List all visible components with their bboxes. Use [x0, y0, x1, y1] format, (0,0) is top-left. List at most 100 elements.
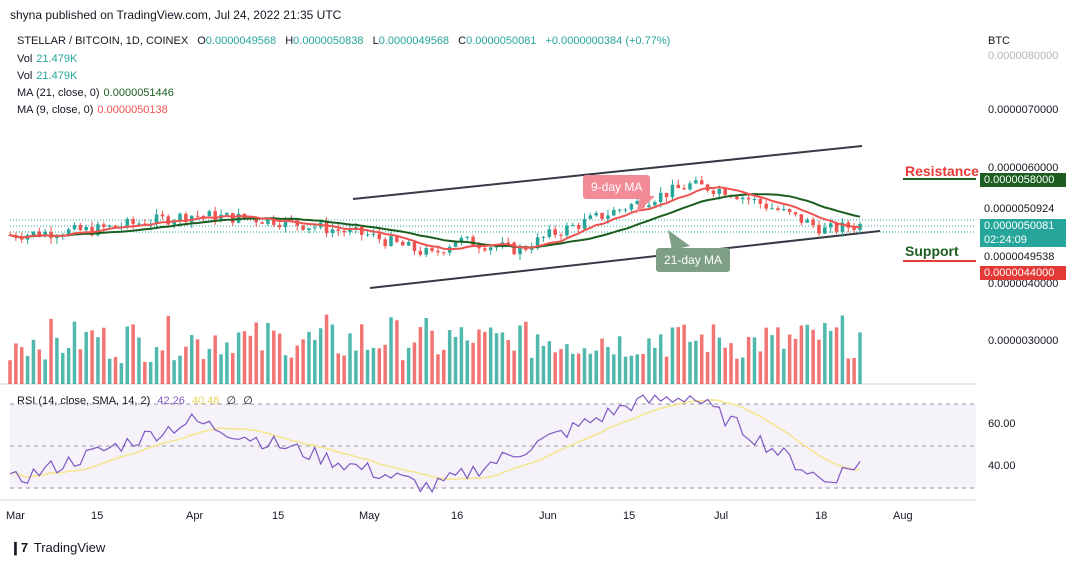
ohlc-legend: STELLAR / BITCOIN, 1D, COINEX O0.0000049…: [17, 35, 670, 47]
candle-body: [647, 205, 651, 208]
volume-bar: [623, 356, 628, 384]
moving-averages: [9, 186, 861, 251]
x-tick-label: Aug: [893, 510, 913, 522]
candle-body: [313, 227, 317, 229]
candles: [8, 175, 862, 261]
candle-body: [776, 208, 780, 211]
vol-value: 21.479K: [36, 53, 78, 65]
candle-body: [488, 247, 493, 251]
candle-body: [254, 218, 258, 223]
volume-bar: [436, 354, 440, 384]
candle-body: [758, 198, 763, 204]
currency-label: BTC: [988, 35, 1010, 47]
candle-body: [694, 180, 698, 184]
candle-body: [201, 215, 206, 217]
volume-bar: [137, 337, 141, 384]
candle-body: [535, 237, 540, 249]
volume-bar: [465, 340, 469, 384]
ma9-legend[interactable]: MA (9, close, 0) 0.0000050138: [17, 104, 168, 116]
close-key: C: [458, 35, 467, 47]
volume-bar: [483, 331, 487, 384]
volume-bar: [371, 347, 376, 384]
volume-bar: [699, 334, 704, 384]
volume-bar: [78, 349, 83, 384]
volume-bar: [477, 329, 481, 384]
volume-bar: [195, 339, 200, 384]
resistance-label: Resistance: [905, 163, 979, 179]
volume-bar: [289, 357, 294, 384]
volume-bar: [37, 349, 42, 384]
x-tick-label: 15: [623, 510, 636, 522]
candle-body: [307, 228, 311, 230]
vol-label: Vol: [17, 53, 33, 65]
rsi-axis-label: 60.00: [988, 418, 1016, 430]
volume-bar: [582, 348, 587, 384]
candle-body: [55, 236, 59, 239]
candle-body: [571, 225, 575, 227]
volume-bar: [770, 335, 774, 384]
candle-body: [852, 227, 856, 230]
candle-body: [383, 239, 387, 247]
volume-bar: [348, 333, 352, 384]
volume-bar: [553, 352, 557, 384]
rsi-sma-line: [9, 399, 861, 481]
candle-body: [582, 218, 587, 229]
candle-body: [752, 198, 757, 200]
tradingview-logo[interactable]: ❙7 TradingView: [10, 540, 105, 556]
last-price-tag: 0.0000050081: [980, 219, 1066, 233]
tradingview-logo-icon: ❙7: [10, 540, 29, 555]
candle-body: [96, 224, 100, 236]
volume-bar: [61, 352, 65, 384]
volume-bar: [571, 353, 575, 384]
volume-bar: [488, 327, 493, 384]
ma21-legend[interactable]: MA (21, close, 0) 0.0000051446: [17, 87, 174, 99]
x-tick-label: 16: [451, 510, 464, 522]
vol-legend-2[interactable]: Vol 21.479K: [17, 70, 77, 82]
volume-bar: [324, 314, 329, 384]
volume-bar: [418, 327, 423, 384]
candle-body: [31, 231, 36, 236]
candle-body: [19, 237, 24, 240]
x-tick-label: Jun: [539, 510, 557, 522]
volume-bar: [600, 338, 604, 384]
candle-body: [406, 241, 411, 246]
volume-bar: [248, 335, 253, 384]
candle-body: [401, 241, 405, 246]
x-tick-label: 15: [272, 510, 285, 522]
volume-bar: [764, 327, 768, 384]
vol-legend-1[interactable]: Vol 21.479K: [17, 53, 77, 65]
candle-body: [506, 242, 511, 244]
candle-body: [793, 212, 798, 215]
volume-bar: [143, 361, 147, 384]
candle-body: [676, 184, 681, 189]
candle-body: [782, 208, 786, 211]
volume-bar: [629, 355, 634, 384]
volume-bar: [189, 335, 194, 384]
ma9-label: MA (9, close, 0): [17, 104, 94, 116]
candle-body: [166, 216, 171, 225]
vol-label: Vol: [17, 70, 33, 82]
volume-bar: [131, 324, 135, 384]
candle-body: [711, 190, 716, 194]
volume-bar: [471, 342, 475, 384]
candle-body: [225, 213, 229, 215]
candle-body: [330, 229, 335, 234]
candle-body: [365, 234, 370, 236]
candle-body: [576, 225, 581, 229]
candle-body: [78, 225, 83, 231]
candle-body: [799, 214, 804, 223]
candle-body: [764, 203, 768, 209]
volume-bar: [588, 353, 593, 384]
candle-body: [154, 214, 159, 225]
volume-bar: [852, 357, 856, 384]
rsi-extra-value: ∅: [243, 395, 253, 407]
candle-body: [717, 188, 722, 194]
candle-body: [184, 213, 188, 223]
candle-body: [442, 252, 446, 254]
rsi-sma-value: 40.48: [191, 395, 220, 407]
candle-body: [459, 237, 464, 243]
rsi-legend[interactable]: RSI (14, close, SMA, 14, 2) 42.26 40.48 …: [17, 394, 253, 407]
volume-bar: [231, 353, 235, 384]
open-key: O: [197, 35, 206, 47]
